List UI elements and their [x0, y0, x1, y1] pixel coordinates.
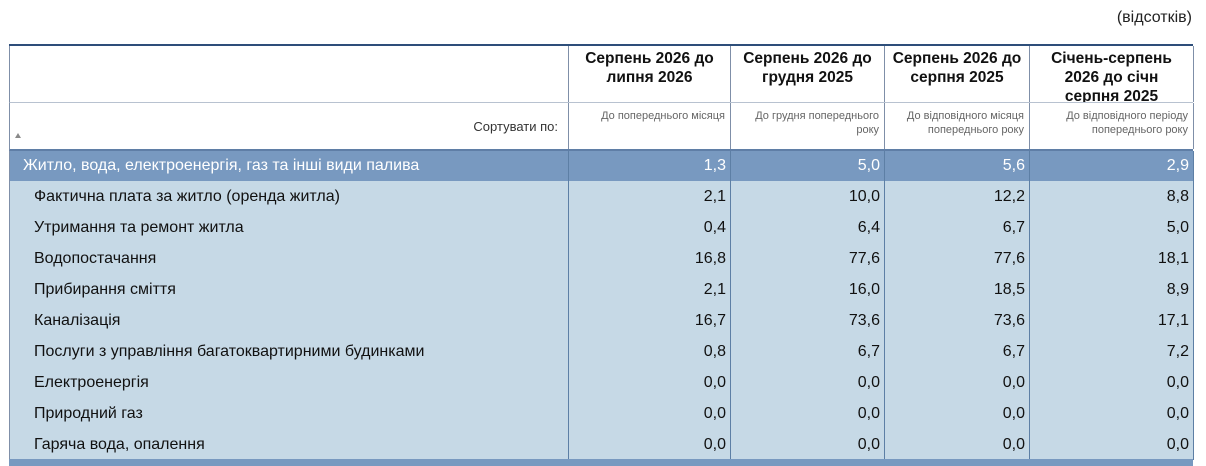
- row-value-col-4: 2,9: [1030, 151, 1194, 181]
- table-footer-bar: [9, 459, 1193, 466]
- row-value-col-3: 0,0: [885, 398, 1030, 429]
- row-value-col-2: 0,0: [731, 429, 885, 460]
- row-label: Фактична плата за житло (оренда житла): [10, 181, 569, 212]
- header-overflow-mask: [1186, 62, 1193, 86]
- row-value-col-2: 16,0: [731, 274, 885, 305]
- row-value-col-2: 6,7: [731, 336, 885, 367]
- row-value-col-1: 16,8: [569, 243, 731, 274]
- row-value-col-1: 0,0: [569, 398, 731, 429]
- table-row[interactable]: Природний газ 0,0 0,0 0,0 0,0: [9, 398, 1194, 429]
- row-value-col-3: 0,0: [885, 367, 1030, 398]
- row-value-col-2: 73,6: [731, 305, 885, 336]
- row-value-col-1: 0,8: [569, 336, 731, 367]
- row-value-col-4: 7,2: [1030, 336, 1194, 367]
- row-label: Послуги з управління багатоквартирними б…: [10, 336, 569, 367]
- sort-label: Сортувати по:: [473, 119, 558, 134]
- sort-option-2[interactable]: До грудня попереднього року: [731, 103, 885, 149]
- row-value-col-4: 0,0: [1030, 429, 1194, 460]
- sort-option-1[interactable]: До попереднього місяця: [569, 103, 731, 149]
- row-value-col-1: 2,1: [569, 274, 731, 305]
- row-label: Гаряча вода, опалення: [10, 429, 569, 460]
- data-table: Серпень 2026 до липня 2026 Серпень 2026 …: [9, 44, 1194, 460]
- table-body: Житло, вода, електроенергія, газ та інші…: [9, 151, 1194, 460]
- row-value-col-3: 18,5: [885, 274, 1030, 305]
- row-value-col-2: 10,0: [731, 181, 885, 212]
- sort-ascending-icon[interactable]: [15, 133, 21, 138]
- row-value-col-2: 0,0: [731, 398, 885, 429]
- row-value-col-1: 0,0: [569, 367, 731, 398]
- row-value-col-4: 8,9: [1030, 274, 1194, 305]
- row-value-col-1: 1,3: [569, 151, 731, 181]
- row-value-col-4: 0,0: [1030, 398, 1194, 429]
- table-header: Серпень 2026 до липня 2026 Серпень 2026 …: [9, 46, 1194, 102]
- sort-cell: Сортувати по:: [10, 103, 569, 149]
- row-label: Природний газ: [10, 398, 569, 429]
- table-row[interactable]: Утримання та ремонт житла 0,4 6,4 6,7 5,0: [9, 212, 1194, 243]
- row-label: Каналізація: [10, 305, 569, 336]
- row-label: Утримання та ремонт житла: [10, 212, 569, 243]
- row-label: Водопостачання: [10, 243, 569, 274]
- row-value-col-4: 5,0: [1030, 212, 1194, 243]
- sort-option-3[interactable]: До відповідного місяця попереднього року: [885, 103, 1030, 149]
- table-row[interactable]: Каналізація 16,7 73,6 73,6 17,1: [9, 305, 1194, 336]
- table-row[interactable]: Послуги з управління багатоквартирними б…: [9, 336, 1194, 367]
- table-row[interactable]: Водопостачання 16,8 77,6 77,6 18,1: [9, 243, 1194, 274]
- row-value-col-3: 12,2: [885, 181, 1030, 212]
- sort-row: Сортувати по: До попереднього місяця До …: [9, 102, 1194, 151]
- row-value-col-2: 77,6: [731, 243, 885, 274]
- row-value-col-1: 2,1: [569, 181, 731, 212]
- row-value-col-3: 5,6: [885, 151, 1030, 181]
- column-header-3[interactable]: Серпень 2026 до серпня 2025: [885, 46, 1030, 102]
- table-row[interactable]: Фактична плата за житло (оренда житла) 2,…: [9, 181, 1194, 212]
- row-value-col-4: 17,1: [1030, 305, 1194, 336]
- table-row[interactable]: Прибирання сміття 2,1 16,0 18,5 8,9: [9, 274, 1194, 305]
- row-value-col-3: 73,6: [885, 305, 1030, 336]
- column-header-1[interactable]: Серпень 2026 до липня 2026: [569, 46, 731, 102]
- row-value-col-3: 0,0: [885, 429, 1030, 460]
- row-value-col-2: 5,0: [731, 151, 885, 181]
- row-value-col-3: 6,7: [885, 336, 1030, 367]
- row-label: Житло, вода, електроенергія, газ та інші…: [10, 151, 569, 181]
- row-value-col-2: 0,0: [731, 367, 885, 398]
- row-value-col-1: 0,4: [569, 212, 731, 243]
- row-value-col-1: 0,0: [569, 429, 731, 460]
- category-row[interactable]: Житло, вода, електроенергія, газ та інші…: [9, 151, 1194, 181]
- sort-option-4[interactable]: До відповідного періоду попереднього рок…: [1030, 103, 1194, 149]
- table-row[interactable]: Електроенергія 0,0 0,0 0,0 0,0: [9, 367, 1194, 398]
- unit-label: (відсотків): [1116, 9, 1192, 26]
- header-blank-cell: [10, 46, 569, 102]
- row-value-col-3: 77,6: [885, 243, 1030, 274]
- row-value-col-3: 6,7: [885, 212, 1030, 243]
- row-value-col-4: 18,1: [1030, 243, 1194, 274]
- row-value-col-2: 6,4: [731, 212, 885, 243]
- column-header-2[interactable]: Серпень 2026 до грудня 2025: [731, 46, 885, 102]
- row-value-col-4: 8,8: [1030, 181, 1194, 212]
- row-value-col-4: 0,0: [1030, 367, 1194, 398]
- column-header-4[interactable]: Січень-серпень 2026 до січн серпня 2025: [1030, 46, 1194, 102]
- row-label: Електроенергія: [10, 367, 569, 398]
- table-row[interactable]: Гаряча вода, опалення 0,0 0,0 0,0 0,0: [9, 429, 1194, 460]
- row-label: Прибирання сміття: [10, 274, 569, 305]
- row-value-col-1: 16,7: [569, 305, 731, 336]
